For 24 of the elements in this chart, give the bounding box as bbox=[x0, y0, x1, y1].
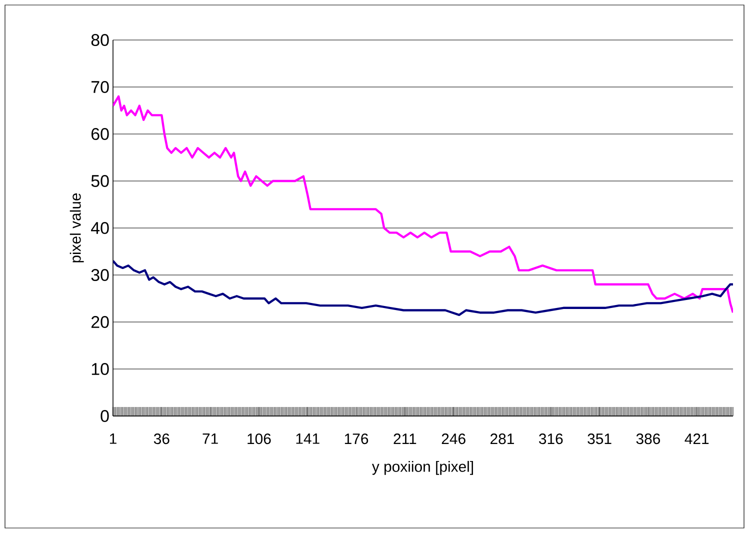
x-tick-label: 1 bbox=[110, 434, 116, 444]
y-tick-label: 70 bbox=[92, 81, 109, 93]
x-tick-label: 351 bbox=[588, 434, 612, 444]
x-tick-label: 246 bbox=[442, 434, 466, 444]
x-tick-label: 176 bbox=[344, 434, 368, 444]
y-tick-label: 0 bbox=[100, 410, 109, 422]
y-tick-label: 30 bbox=[91, 269, 109, 281]
y-tick-label: 40 bbox=[91, 222, 109, 234]
y-tick-label: 80 bbox=[91, 34, 109, 46]
x-tick-label: 281 bbox=[490, 434, 514, 444]
x-tick-label: 106 bbox=[248, 434, 271, 444]
x-tick-label: 421 bbox=[684, 434, 709, 444]
y-tick-label: 60 bbox=[92, 128, 109, 140]
y-axis-title: pixel value bbox=[70, 193, 84, 262]
x-tick-label: 141 bbox=[296, 434, 320, 444]
y-tick-label: 20 bbox=[92, 316, 109, 328]
x-tick-label: 386 bbox=[636, 434, 660, 444]
x-tick-label: 211 bbox=[394, 434, 416, 444]
x-tick-label: 316 bbox=[538, 434, 563, 444]
y-tick-label: 50 bbox=[91, 175, 109, 187]
x-tick-label: 71 bbox=[202, 434, 218, 444]
y-tick-label: 10 bbox=[92, 363, 109, 375]
x-tick-label: 36 bbox=[154, 434, 170, 444]
x-axis-title: y poxiion [pixel] bbox=[372, 460, 473, 475]
